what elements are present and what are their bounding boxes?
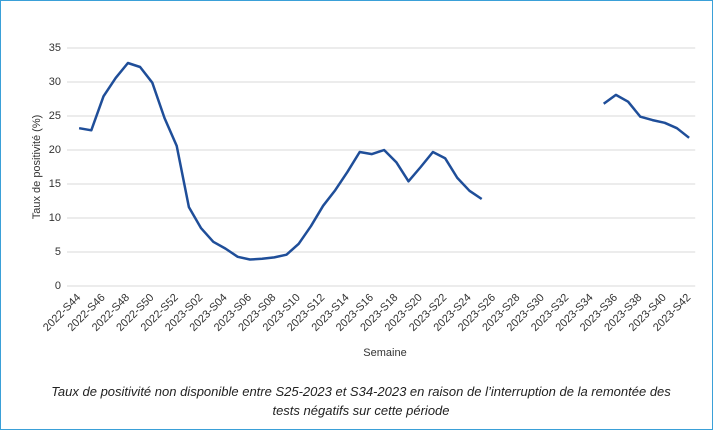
y-tick-label: 5 (55, 246, 61, 258)
y-axis-label: Taux de positivité (%) (31, 115, 43, 220)
y-tick-label: 20 (49, 144, 61, 156)
y-tick-label: 30 (49, 76, 61, 88)
y-tick-label: 0 (55, 280, 61, 292)
data-line (78, 61, 690, 261)
y-tick-label: 25 (49, 110, 61, 122)
note: Taux de positivité non disponible entre … (51, 384, 671, 418)
x-axis-label: Semaine (363, 347, 406, 359)
y-tick-label: 35 (49, 42, 61, 54)
chart: Taux de positivité (%) Semaine 0 5 10 15 20 2… (31, 42, 696, 359)
y-tick-label: 15 (49, 178, 61, 190)
y-tick-label: 10 (49, 212, 61, 224)
